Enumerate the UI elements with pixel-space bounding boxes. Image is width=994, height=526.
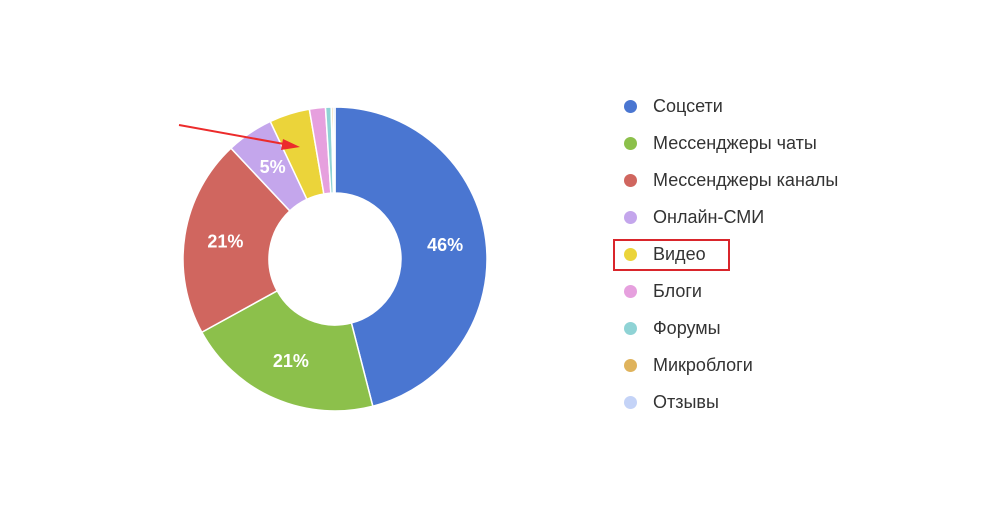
legend-color-dot bbox=[624, 211, 637, 224]
chart-legend: Соцсети Мессенджеры чаты Мессенджеры канал… bbox=[613, 88, 944, 421]
legend-label: Блоги bbox=[653, 281, 702, 301]
donut-slice-9[interactable] bbox=[332, 106, 336, 194]
donut-slices bbox=[182, 106, 488, 412]
donut-slice-labels: 46% 21% 21% 5% bbox=[207, 157, 463, 371]
legend-item[interactable]: Мессенджеры каналы bbox=[624, 162, 944, 199]
donut-slice-1[interactable] bbox=[334, 106, 488, 408]
slice-value-label: 46% bbox=[427, 235, 463, 255]
slice-value-label: 21% bbox=[207, 232, 243, 252]
legend-color-dot bbox=[624, 359, 637, 372]
annotation-arrow bbox=[178, 124, 300, 150]
legend-item[interactable]: Видео bbox=[613, 236, 944, 273]
legend-color-dot bbox=[624, 322, 637, 335]
legend-item[interactable]: Отзывы bbox=[624, 384, 944, 421]
legend-item[interactable]: Блоги bbox=[624, 273, 944, 310]
legend-item[interactable]: Микроблоги bbox=[624, 347, 944, 384]
slice-value-label: 21% bbox=[273, 351, 309, 371]
legend-color-dot bbox=[624, 100, 637, 113]
legend-item[interactable]: Соцсети bbox=[624, 88, 944, 125]
legend-color-dot bbox=[624, 248, 637, 261]
legend-color-dot bbox=[624, 174, 637, 187]
legend-color-dot bbox=[624, 137, 637, 150]
legend-label: Мессенджеры чаты bbox=[653, 133, 817, 153]
annotation-arrow-head bbox=[281, 139, 300, 150]
donut-slice-3[interactable] bbox=[182, 147, 291, 334]
donut-slice-2[interactable] bbox=[200, 289, 374, 412]
legend-item[interactable]: Форумы bbox=[624, 310, 944, 347]
legend-item[interactable]: Мессенджеры чаты bbox=[624, 125, 944, 162]
legend-label: Форумы bbox=[653, 318, 721, 338]
legend-label: Отзывы bbox=[653, 392, 719, 412]
annotation-arrow-line bbox=[178, 124, 285, 145]
legend-label: Микроблоги bbox=[653, 355, 753, 375]
legend-label: Видео bbox=[653, 244, 706, 264]
legend-color-dot bbox=[624, 285, 637, 298]
legend-label: Мессенджеры каналы bbox=[653, 170, 839, 190]
legend-item[interactable]: Онлайн-СМИ bbox=[624, 199, 944, 236]
legend-label: Онлайн-СМИ bbox=[653, 207, 765, 227]
slice-value-label: 5% bbox=[260, 157, 286, 177]
legend-color-dot bbox=[624, 396, 637, 409]
legend-label: Соцсети bbox=[653, 96, 723, 116]
